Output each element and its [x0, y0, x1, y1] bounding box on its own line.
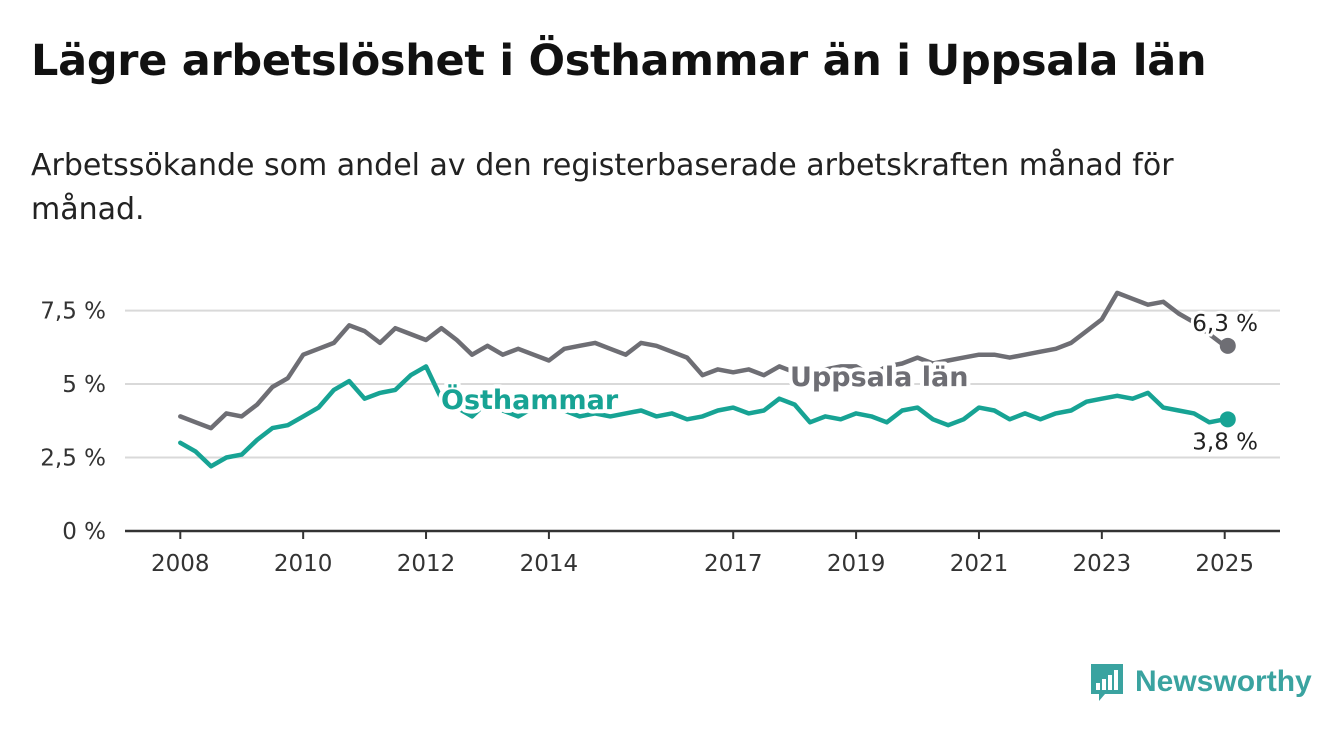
- chart-title: Lägre arbetslöshet i Östhammar än i Upps…: [31, 36, 1207, 86]
- series-end-label: 6,3 %: [1192, 311, 1258, 337]
- x-tick-label: 2014: [520, 551, 579, 577]
- y-tick-label: 0 %: [62, 519, 106, 545]
- y-tick-label: 7,5 %: [40, 299, 106, 325]
- x-tick-label: 2010: [274, 551, 333, 577]
- series-line-uppsala-lan: [178, 290, 1231, 431]
- x-tick-label: 2025: [1195, 551, 1254, 577]
- x-tick-label: 2019: [827, 551, 886, 577]
- chart-subtitle: Arbetssökande som andel av den registerb…: [31, 148, 1174, 227]
- x-tick-label: 2023: [1073, 551, 1132, 577]
- x-tick-label: 2021: [950, 551, 1009, 577]
- brand-name: Newsworthy: [1135, 665, 1312, 698]
- brand-logo: Newsworthy: [1089, 660, 1312, 704]
- series-end-point: [1219, 337, 1236, 354]
- series-label-uppsala-lan: Uppsala län: [790, 362, 968, 393]
- x-tick-label: 2017: [704, 551, 763, 577]
- x-tick-label: 2008: [151, 551, 210, 577]
- series-line-osthammar: [178, 364, 1231, 469]
- bar-chart-logo-icon: [1091, 664, 1123, 701]
- x-tick-label: 2012: [397, 551, 456, 577]
- series-end-label: 3,8 %: [1192, 429, 1258, 455]
- series-label-osthammar: Östhammar: [441, 383, 619, 416]
- series-end-point: [1219, 411, 1236, 428]
- y-tick-label: 5 %: [62, 372, 106, 398]
- y-tick-label: 2,5 %: [40, 446, 106, 472]
